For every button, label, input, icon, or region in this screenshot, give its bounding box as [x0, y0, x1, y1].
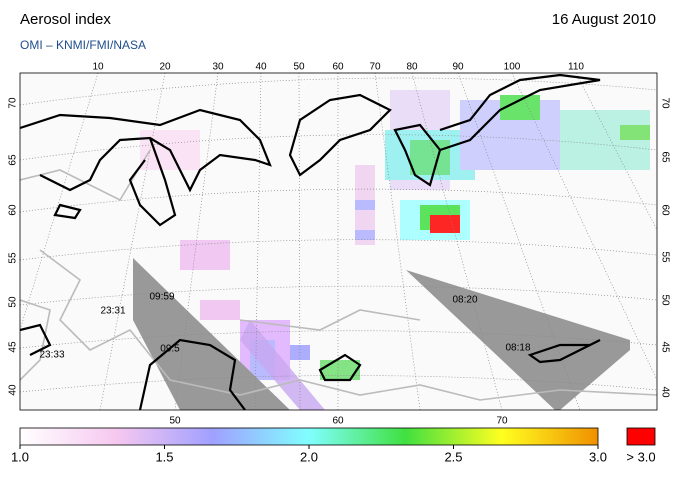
lat-label: 45 — [659, 341, 670, 353]
lon-label: 10 — [92, 62, 104, 73]
lat-label: 50 — [8, 296, 19, 308]
lon-label: 30 — [212, 62, 224, 73]
lon-label: 70 — [496, 416, 508, 427]
lon-label: 90 — [452, 62, 464, 73]
lat-label: 40 — [8, 384, 19, 396]
lon-label: 70 — [369, 62, 381, 73]
lat-label: 40 — [659, 386, 670, 398]
orbit-time: 09:59 — [149, 292, 174, 303]
credit: OMI – KNMI/FMI/NASA — [20, 38, 146, 52]
aerosol-strip — [240, 320, 325, 410]
map-frame — [19, 72, 658, 411]
orbit-time: 09:5 — [160, 344, 180, 355]
lon-label: 50 — [169, 416, 181, 427]
map-area: 09:59 23:31 09:5 23:33 08:20 08:18 — [20, 73, 657, 410]
colorbar-tick-label: 1.0 — [11, 449, 29, 464]
orbit-time: 23:33 — [39, 350, 64, 361]
lat-label: 60 — [8, 204, 19, 216]
lat-label: 65 — [659, 151, 670, 163]
colorbar-tick-label: 2.0 — [300, 449, 318, 464]
lon-label: 20 — [159, 62, 171, 73]
lat-label: 55 — [8, 252, 19, 264]
lat-label: 70 — [659, 97, 670, 109]
coordinate-labels: 10 20 30 40 50 60 70 80 90 100 110 50 60 70 70 65 60 55 50… — [8, 62, 671, 427]
lat-label: 50 — [659, 294, 670, 306]
colorbar-tick-label: 2.5 — [444, 449, 462, 464]
lon-label: 100 — [504, 62, 521, 73]
lat-label: 65 — [8, 154, 19, 166]
lat-label: 70 — [8, 97, 19, 109]
date: 16 August 2010 — [552, 11, 656, 28]
lon-label: 110 — [568, 62, 584, 73]
colorbar — [19, 427, 599, 446]
lat-label: 45 — [8, 341, 19, 353]
colorbar-tick-label: 1.5 — [155, 449, 173, 464]
lat-label: 60 — [659, 204, 670, 216]
lon-label: 40 — [255, 62, 267, 73]
colorbar-over-label: > 3.0 — [626, 449, 655, 464]
coastlines — [20, 73, 601, 410]
lon-label: 80 — [406, 62, 418, 73]
colorbar-over — [626, 427, 656, 446]
title: Aerosol index — [20, 11, 111, 28]
colorbar-ticks: 1.0 1.5 2.0 2.5 3.0 — [11, 445, 607, 464]
colorbar-tick-label: 3.0 — [589, 449, 607, 464]
lon-label: 60 — [332, 62, 344, 73]
orbit-time: 08:18 — [505, 343, 530, 354]
orbit-gap — [406, 270, 630, 410]
lon-label: 50 — [293, 62, 305, 73]
lat-label: 55 — [659, 251, 670, 263]
lon-label: 60 — [332, 416, 344, 427]
orbit-time: 08:20 — [452, 295, 477, 306]
orbit-time: 23:31 — [100, 306, 125, 317]
orbit-time-labels: 09:59 23:31 09:5 23:33 08:20 08:18 — [39, 292, 530, 361]
